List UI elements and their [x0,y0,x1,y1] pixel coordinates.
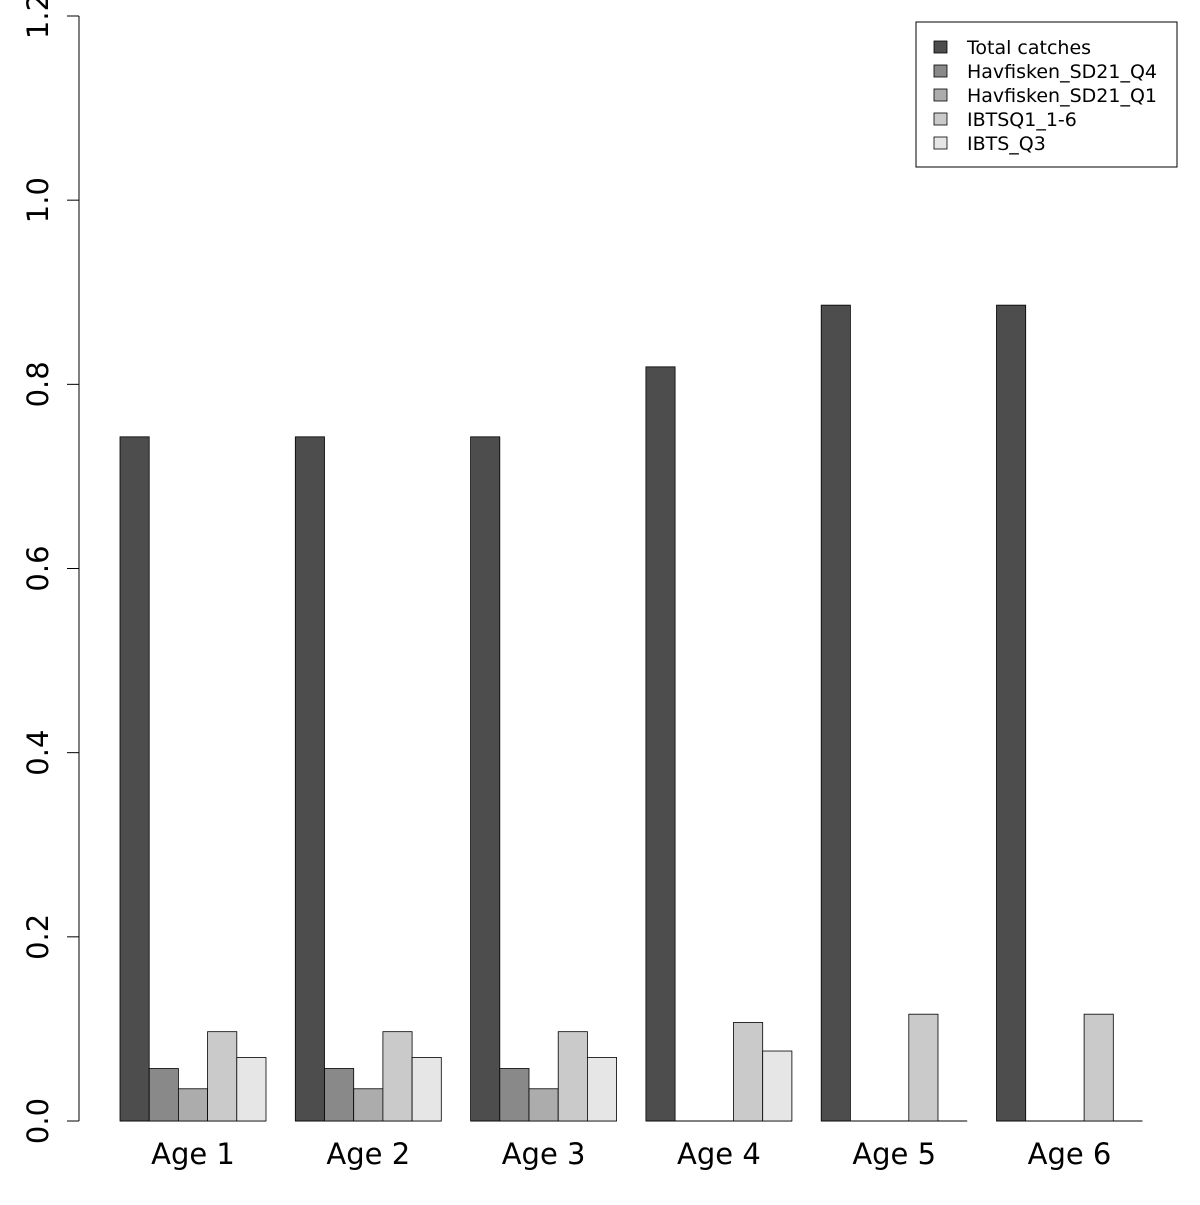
bar-havfisken-sd21-q4-age-1 [148,1068,179,1122]
legend-label: Havfisken_SD21_Q4 [967,61,1157,83]
y-tick-label: 1.0 [21,177,55,223]
y-tick-label: 0.0 [21,1098,55,1144]
y-axis: 0.0 0.2 0.4 0.6 0.8 1.0 1.2 [21,0,80,1144]
legend-swatch [933,88,948,102]
x-tick-label: Age 6 [1028,1137,1112,1171]
legend-swatch [933,112,948,126]
bars [119,304,1114,1122]
legend-swatch [933,64,948,78]
legend-box [915,21,1178,168]
y-tick-label: 0.8 [21,361,55,407]
bar-ibts-q3-age-1 [236,1057,267,1122]
x-tick-label: Age 5 [852,1137,936,1171]
bar-ibts-q3-age-4 [762,1050,793,1122]
x-tick-label: Age 4 [677,1137,761,1171]
y-tick-label: 0.6 [21,545,55,591]
legend-label: IBTS_Q3 [967,133,1046,155]
bar-ibtsq1-1-6-age-2 [382,1031,413,1122]
bar-total-catches-age-2 [294,436,325,1122]
x-tick-label: Age 2 [326,1137,410,1171]
legend: Total catchesHavfisken_SD21_Q4Havfisken_… [915,21,1178,168]
bar-total-catches-age-6 [996,304,1027,1122]
legend-swatch [933,136,948,150]
x-tick-label: Age 3 [502,1137,586,1171]
bar-havfisken-sd21-q4-age-3 [499,1068,530,1122]
bar-ibtsq1-1-6-age-3 [557,1031,588,1122]
legend-label: Havfisken_SD21_Q1 [967,85,1157,107]
legend-label: Total catches [966,37,1091,59]
legend-label: IBTSQ1_1-6 [967,109,1077,131]
y-tick-label: 0.2 [21,914,55,960]
y-tick-label: 1.2 [21,0,55,39]
bar-havfisken-sd21-q1-age-1 [177,1088,208,1122]
bar-ibtsq1-1-6-age-1 [207,1031,238,1122]
x-axis-labels: Age 1 Age 2 Age 3 Age 4 Age 5 Age 6 [151,1137,1111,1171]
bar-ibtsq1-1-6-age-4 [733,1022,764,1122]
bar-ibts-q3-age-3 [587,1057,618,1122]
bar-total-catches-age-4 [645,366,676,1122]
bar-total-catches-age-5 [820,304,851,1122]
bar-ibts-q3-age-2 [411,1057,442,1122]
bar-total-catches-age-1 [119,436,150,1122]
legend-swatch [933,40,948,54]
bar-total-catches-age-3 [470,436,501,1122]
bar-havfisken-sd21-q1-age-2 [353,1088,384,1122]
bar-havfisken-sd21-q4-age-2 [324,1068,355,1122]
bar-ibtsq1-1-6-age-6 [1083,1013,1114,1122]
bar-ibtsq1-1-6-age-5 [908,1013,939,1122]
bar-havfisken-sd21-q1-age-3 [528,1088,559,1122]
y-tick-label: 0.4 [21,730,55,776]
x-tick-label: Age 1 [151,1137,235,1171]
